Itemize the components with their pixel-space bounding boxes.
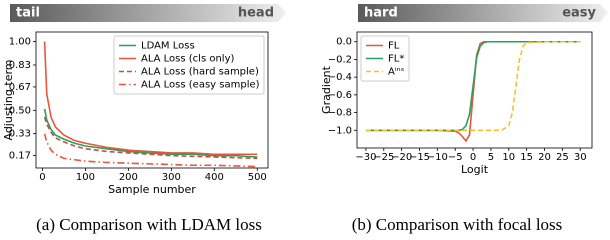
legend-label: FL — [388, 41, 400, 52]
y-tick-label: −0.4 — [328, 72, 352, 83]
x-tick-label: 100 — [76, 172, 95, 183]
x-tick-label: 200 — [119, 172, 138, 183]
x-tick-label: −5 — [448, 152, 463, 163]
banner-right: head — [238, 6, 274, 21]
plot-frame — [356, 31, 593, 149]
x-axis-label: Logit — [461, 163, 489, 176]
legend-box — [113, 35, 265, 95]
y-tick-label: 0.17 — [9, 151, 31, 162]
banner-left: hard — [364, 6, 398, 21]
x-tick-label: 30 — [574, 152, 587, 163]
x-tick-label: 300 — [162, 172, 181, 183]
banner-arrow — [10, 4, 286, 22]
x-tick-label: −25 — [373, 152, 394, 163]
legend-label: LDAM Loss — [141, 41, 195, 52]
banner-right: easy — [562, 6, 596, 21]
series-line — [43, 41, 258, 156]
legend-label: ALA Loss (cls only) — [141, 54, 234, 65]
banner-arrow — [358, 4, 608, 22]
legend-label: ALA Loss (easy sample) — [141, 80, 260, 91]
legend-label: FL* — [388, 54, 404, 65]
series-line — [365, 40, 581, 132]
series-line — [43, 116, 258, 160]
legend-box — [360, 35, 410, 82]
y-tick-label: 0.33 — [9, 129, 31, 140]
y-tick-label: 0.83 — [9, 60, 31, 71]
y-axis-label: Adjusting term — [2, 59, 15, 140]
x-tick-label: 5 — [488, 152, 494, 163]
y-tick-label: 1.00 — [9, 37, 31, 48]
x-tick-label: 15 — [520, 152, 533, 163]
caption: (b) Comparison with focal loss — [352, 215, 563, 234]
x-tick-label: −20 — [391, 152, 412, 163]
series-line — [43, 133, 258, 168]
legend-label: ALA Loss (hard sample) — [141, 67, 259, 78]
x-tick-label: −10 — [427, 152, 448, 163]
y-tick-label: −1.0 — [328, 125, 352, 136]
legend-label: Aⁱⁿˢ — [388, 67, 405, 78]
x-tick-label: 25 — [556, 152, 569, 163]
x-tick-label: −15 — [409, 152, 430, 163]
x-tick-label: −30 — [355, 152, 376, 163]
x-tick-label: 400 — [205, 172, 224, 183]
caption: (a) Comparison with LDAM loss — [36, 215, 262, 234]
y-tick-label: 0.67 — [9, 82, 31, 93]
x-tick-label: 20 — [538, 152, 551, 163]
plot-frame — [35, 31, 269, 169]
y-tick-label: 0.50 — [9, 105, 31, 116]
y-tick-label: −0.8 — [328, 108, 352, 119]
x-tick-label: 10 — [502, 152, 515, 163]
x-tick-label: 0 — [39, 172, 45, 183]
x-axis-label: Sample number — [108, 183, 196, 196]
y-tick-label: 0.0 — [336, 37, 352, 48]
x-tick-label: 0 — [470, 152, 476, 163]
x-tick-label: 500 — [248, 172, 267, 183]
series-line — [43, 108, 258, 158]
y-tick-label: −0.6 — [328, 90, 352, 101]
banner-left: tail — [16, 6, 40, 21]
y-axis-label: Gradient — [320, 65, 333, 114]
y-tick-label: −0.2 — [328, 54, 352, 65]
